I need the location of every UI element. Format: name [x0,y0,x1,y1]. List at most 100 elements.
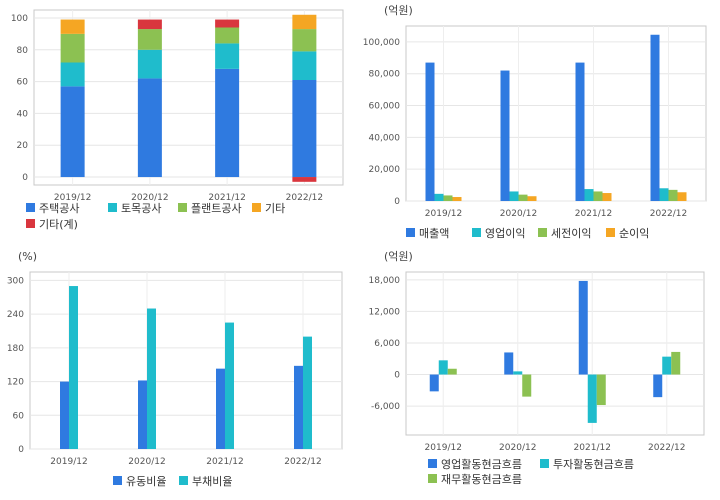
bar [677,192,687,201]
y-tick-label: 80,000 [369,70,401,80]
legend-swatch [108,203,117,212]
legend-label: 영업활동현금흐름 [441,457,522,471]
bar [294,365,303,449]
bar-segment [215,43,240,69]
bar [650,34,660,201]
y-tick-label: 0 [394,371,400,381]
unit-label: (%) [18,250,37,263]
bar [60,381,69,449]
y-tick-label: 100,000 [363,38,400,48]
bar-segment [137,29,162,50]
x-tick-label: 2022/12 [286,193,323,203]
x-tick-label: 2020/12 [499,443,536,453]
legend-swatch [26,203,35,212]
y-tick-label: 6,000 [374,339,400,349]
bar [434,193,444,201]
bar [662,356,672,375]
cashflow-chart: (억원) -6,000 0 6,000 12,000 18,000 2019/12 2020/… [360,248,720,496]
plot-area [29,271,343,450]
x-tick-label: 2022/12 [650,209,687,219]
y-tick-label: 40,000 [369,133,401,143]
bar [596,374,606,406]
revenue-composition-svg: 0 20 40 60 80 100 2019/12 2020/12 2021/12 2022/12… [11,9,344,231]
x-tick-label: 2022/12 [284,457,321,467]
bar-segment [137,49,162,79]
bar [575,62,585,201]
bar-segment [60,86,85,178]
bar-segment [292,14,317,30]
bar-segment [137,19,162,30]
bar [303,336,312,449]
x-tick-label: 2020/12 [131,193,168,203]
legend-label: 유동비율 [126,475,166,488]
unit-label: (억원) [384,250,413,263]
plot-area [405,25,707,202]
bar [443,195,453,201]
legend-label: 기타 [265,202,285,215]
legend-swatch [252,203,261,212]
legend-swatch [113,476,122,485]
y-tick-label: 18,000 [369,276,401,286]
bar-segment [215,19,240,28]
bar-segment [137,78,162,178]
y-tick-label: 0 [18,445,24,455]
plot-area [33,9,344,186]
x-tick-label: 2021/12 [208,193,245,203]
y-tick-label: 80 [17,46,29,56]
bar [504,352,514,375]
x-tick-label: 2021/12 [206,457,243,467]
x-tick-label: 2022/12 [648,443,685,453]
bar [509,191,519,201]
bar [429,374,439,392]
bar [522,374,532,397]
bar [452,197,462,201]
x-tick-label: 2020/12 [500,209,537,219]
bar [69,286,78,449]
bar [602,193,612,201]
y-tick-label: 20,000 [369,165,401,175]
legend-label: 부채비율 [192,475,232,488]
y-tick-label: 240 [7,310,24,320]
bar-segment [60,19,85,34]
y-tick-label: 0 [22,173,28,183]
revenue-composition-chart: 0 20 40 60 80 100 2019/12 2020/12 2021/12 2022/12… [0,0,360,248]
legend-label: 재무활동현금흐름 [441,472,522,486]
bar-segment [215,27,240,44]
legend-label: 투자활동현금흐름 [553,457,634,471]
y-tick-label: 60 [17,78,29,88]
legend-label: 매출액 [419,227,449,240]
plot-area [405,271,705,436]
legend-swatch [540,459,549,468]
legend-swatch [472,228,481,237]
bar [659,188,669,201]
bar [438,360,448,375]
ratio-svg: (%) 0 60 120 180 240 300 2019/12 2020/12 2021/12 2… [7,250,343,488]
bar-segment [292,80,317,178]
cashflow-svg: (억원) -6,000 0 6,000 12,000 18,000 2019/12 2020/… [369,250,705,486]
x-tick-label: 2019/12 [54,193,91,203]
legend-label: 주택공사 [39,202,79,215]
unit-label: (억원) [384,4,413,17]
legend-label: 토목공사 [121,202,161,215]
y-tick-label: 40 [17,109,29,119]
bar [216,368,225,449]
x-tick-label: 2019/12 [50,457,87,467]
x-tick-label: 2021/12 [575,209,612,219]
x-tick-label: 2020/12 [128,457,165,467]
bar [587,374,597,423]
legend-swatch [406,228,415,237]
y-tick-label: 300 [7,276,24,286]
bar-segment [292,29,317,52]
bar-segment [215,68,240,178]
bar-segment [60,62,85,87]
legend-label: 세전이익 [551,227,591,240]
bar [527,196,537,201]
bar [671,351,681,375]
legend-swatch [179,476,188,485]
bar [593,191,603,201]
income-chart: (억원) 0 20,000 40,000 60,000 80,000 100,000 2019… [360,0,720,248]
y-tick-label: -6,000 [371,402,400,412]
bar-segment [292,177,317,182]
legend-swatch [538,228,547,237]
legend-swatch [606,228,615,237]
